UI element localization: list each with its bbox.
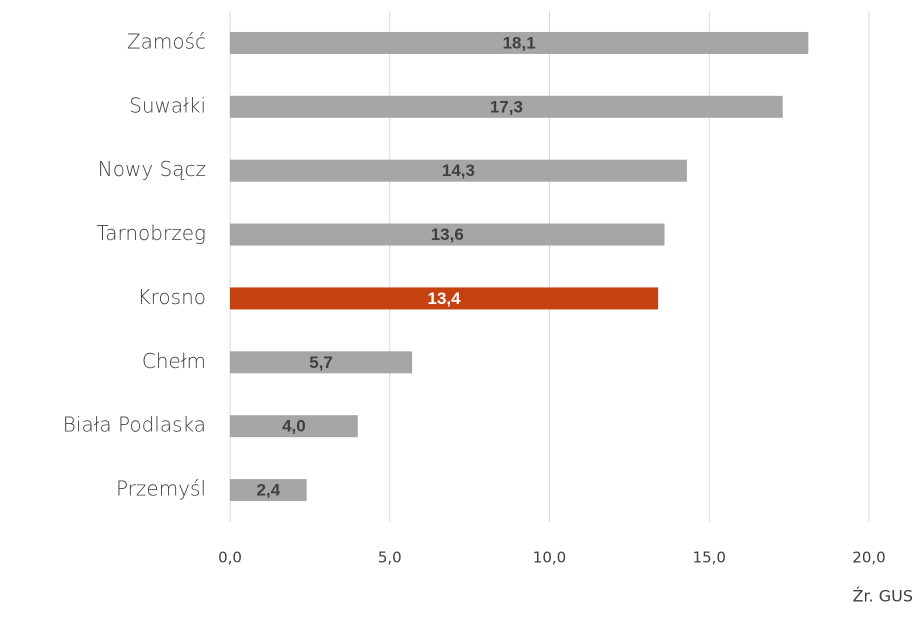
bar: [230, 287, 659, 310]
y-tick-label: Biała Podlaska: [63, 413, 206, 437]
bar: [230, 479, 307, 502]
x-tick-label: 10,0: [533, 549, 566, 567]
y-tick-label: Nowy Sącz: [98, 157, 206, 181]
value-label: 5,7: [309, 353, 333, 372]
y-tick-label: Chełm: [142, 349, 206, 373]
source-note: Źr. GUS: [852, 587, 913, 606]
value-label: 2,4: [257, 481, 281, 500]
bar: [230, 223, 665, 246]
value-label: 13,4: [428, 289, 462, 308]
bar: [230, 351, 413, 374]
value-label: 13,6: [431, 225, 464, 244]
x-tick-label: 20,0: [852, 549, 885, 567]
value-label: 4,0: [282, 417, 306, 436]
x-tick-label: 0,0: [218, 549, 242, 567]
x-tick-label: 5,0: [378, 549, 402, 567]
bar: [230, 95, 783, 118]
value-label: 18,1: [503, 33, 536, 52]
y-tick-label: Suwałki: [129, 93, 206, 117]
y-tick-label: Przemyśl: [116, 477, 206, 501]
y-tick-label: Zamość: [127, 29, 206, 53]
value-label: 14,3: [442, 161, 475, 180]
y-tick-label: Tarnobrzeg: [96, 221, 206, 245]
value-label: 17,3: [490, 97, 523, 116]
bar: [230, 159, 687, 182]
y-tick-label: Krosno: [138, 285, 206, 309]
bar: [230, 415, 358, 438]
x-tick-label: 15,0: [693, 549, 726, 567]
bar: [230, 31, 809, 54]
